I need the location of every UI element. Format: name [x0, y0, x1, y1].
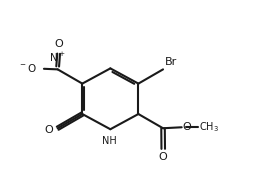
Text: Br: Br [165, 57, 177, 67]
Text: O: O [183, 122, 191, 132]
Text: $^-$O: $^-$O [18, 62, 37, 74]
Text: CH$_3$: CH$_3$ [199, 120, 219, 134]
Text: NH: NH [102, 136, 117, 146]
Text: O: O [54, 39, 63, 49]
Text: O: O [44, 125, 53, 135]
Text: O: O [159, 152, 168, 162]
Text: N$^+$: N$^+$ [49, 51, 66, 64]
